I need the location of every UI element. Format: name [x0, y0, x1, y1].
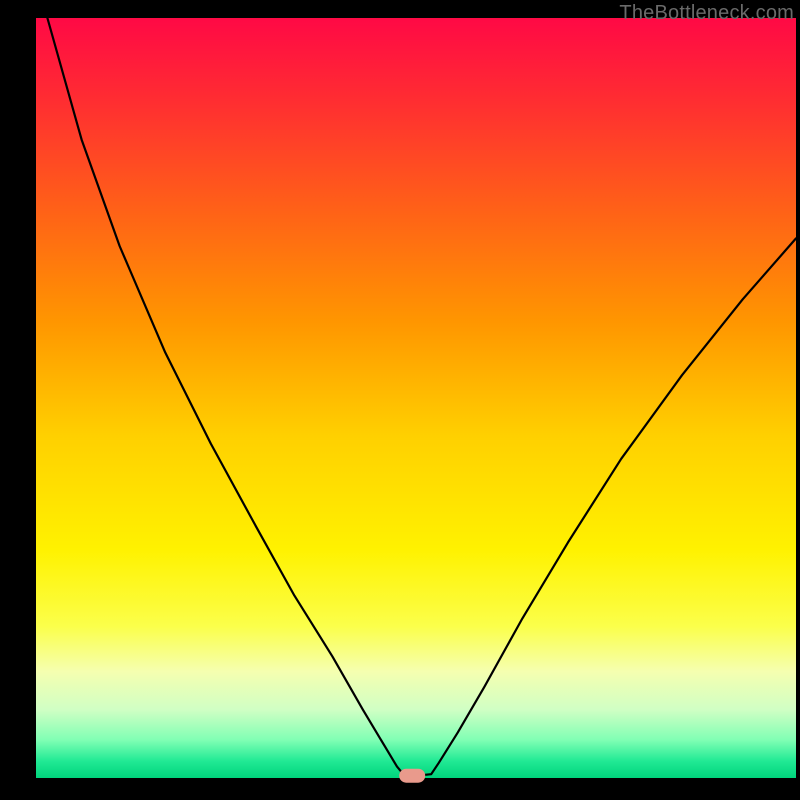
plot-background — [36, 18, 796, 778]
bottleneck-chart — [0, 0, 800, 800]
chart-stage: TheBottleneck.com — [0, 0, 800, 800]
optimal-point-marker — [399, 769, 425, 783]
watermark-text: TheBottleneck.com — [619, 2, 794, 25]
